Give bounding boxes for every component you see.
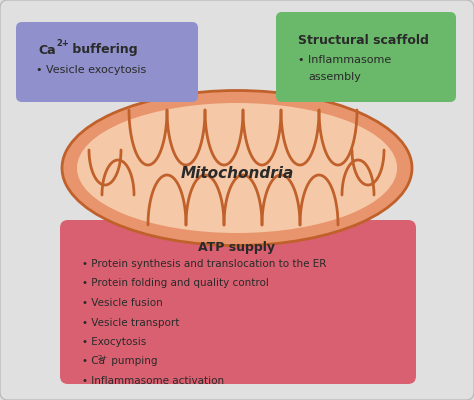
Text: • Ca: • Ca <box>82 356 105 366</box>
Text: Mitochondria: Mitochondria <box>181 166 293 180</box>
FancyBboxPatch shape <box>16 22 198 102</box>
Text: • Protein folding and quality control: • Protein folding and quality control <box>82 278 269 288</box>
Text: buffering: buffering <box>68 44 137 56</box>
Text: assembly: assembly <box>308 72 361 82</box>
Text: Ca: Ca <box>38 44 55 56</box>
Text: • Inflammasome activation: • Inflammasome activation <box>82 376 224 386</box>
Text: • Protein synthesis and translocation to the ER: • Protein synthesis and translocation to… <box>82 259 327 269</box>
FancyBboxPatch shape <box>276 12 456 102</box>
Text: ATP supply: ATP supply <box>199 242 275 254</box>
Text: • Vesicle exocytosis: • Vesicle exocytosis <box>36 65 146 75</box>
Ellipse shape <box>62 90 412 246</box>
Text: 2+: 2+ <box>98 354 108 360</box>
Text: • Exocytosis: • Exocytosis <box>82 337 146 347</box>
Text: • Vesicle fusion: • Vesicle fusion <box>82 298 163 308</box>
Text: • Vesicle transport: • Vesicle transport <box>82 318 179 328</box>
FancyBboxPatch shape <box>60 220 416 384</box>
Text: Structural scaffold: Structural scaffold <box>298 34 429 46</box>
Ellipse shape <box>77 103 397 233</box>
Text: • Inflammasome: • Inflammasome <box>298 55 391 65</box>
Text: pumping: pumping <box>108 356 157 366</box>
Text: 2+: 2+ <box>56 40 69 48</box>
